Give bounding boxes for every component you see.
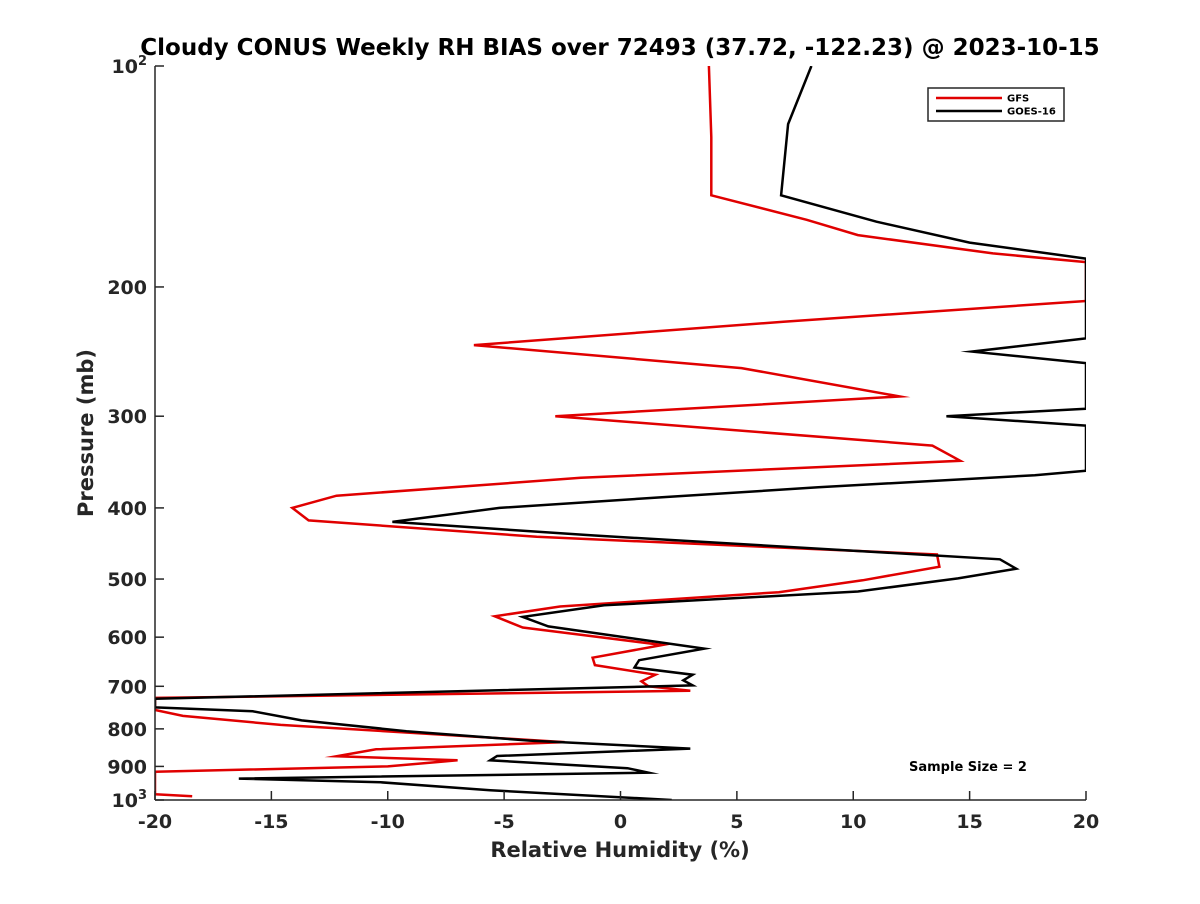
- legend-label-gfs: GFS: [1007, 94, 1029, 105]
- y-tick-label: 900: [107, 756, 147, 778]
- series-line-goes-16: [155, 66, 1086, 800]
- x-tick-label: 0: [614, 811, 627, 833]
- x-tick-label: 10: [840, 811, 866, 833]
- x-tick-label: 15: [956, 811, 982, 833]
- y-tick-label: 103: [112, 788, 148, 812]
- x-tick-label: 5: [730, 811, 743, 833]
- y-tick-label: 400: [107, 498, 147, 520]
- y-tick-label: 102: [112, 54, 148, 78]
- legend-label-goes-16: GOES-16: [1007, 107, 1056, 118]
- x-tick-label: 20: [1073, 811, 1099, 833]
- legend: GFS GOES-16: [927, 87, 1065, 122]
- x-tick-label: -5: [494, 811, 515, 833]
- x-tick-label: -20: [138, 811, 172, 833]
- chart-title: Cloudy CONUS Weekly RH BIAS over 72493 (…: [140, 35, 1099, 61]
- y-tick-label: 700: [107, 676, 147, 698]
- x-axis-label: Relative Humidity (%): [490, 838, 749, 862]
- y-tick-label: 300: [107, 406, 147, 428]
- legend-box: [927, 87, 1065, 122]
- y-tick-label: 800: [107, 719, 147, 741]
- y-tick-label: 500: [107, 569, 147, 591]
- y-axis-label: Pressure (mb): [74, 349, 98, 517]
- y-tick-label: 200: [107, 277, 147, 299]
- y-tick-label: 600: [107, 627, 147, 649]
- x-tick-label: -10: [371, 811, 405, 833]
- x-tick-label: -15: [254, 811, 288, 833]
- sample-size-annotation: Sample Size = 2: [909, 760, 1027, 775]
